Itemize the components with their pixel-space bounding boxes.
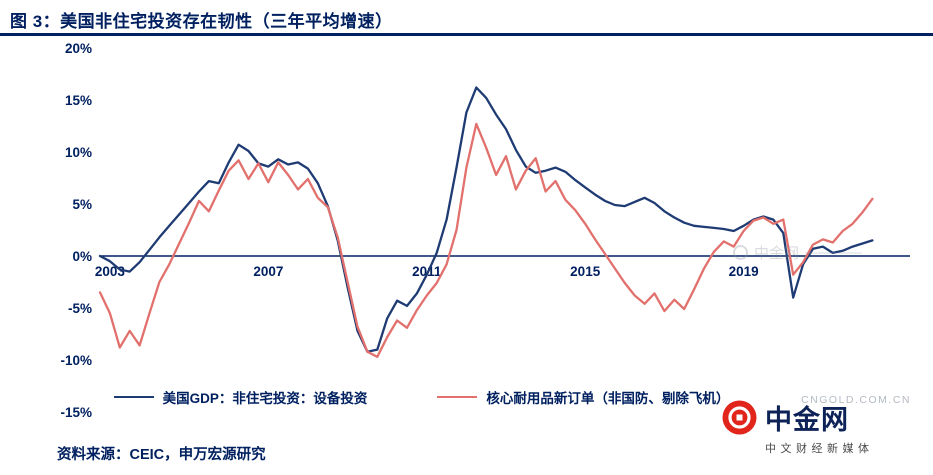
y-tick-label: 5% <box>72 197 92 212</box>
y-tick-label: -10% <box>60 353 92 368</box>
brand-tagline: 中文财经新媒体 <box>765 443 874 455</box>
chart-canvas: 20%15%10%5%0%-5%-10%-15%2003 2007 2011 2015… <box>60 41 910 420</box>
x-tick-label: 2019 <box>729 264 759 279</box>
legend-item-gdp-equipment: 美国GDP：非住宅投资：设备投资 <box>113 387 368 407</box>
coin-square-hole <box>736 414 743 421</box>
legend-line-sample-blue <box>113 396 154 398</box>
brand-coin-icon <box>722 400 757 435</box>
y-tick-label: -15% <box>60 405 92 420</box>
series-line-0 <box>98 86 874 353</box>
y-tick-label: 10% <box>65 145 92 160</box>
legend-label-core-durables: 核心耐用品新订单（非国防、剔除飞机） <box>486 391 730 406</box>
y-tick-label: 0% <box>72 249 92 264</box>
x-tick-label: 2007 <box>253 264 283 279</box>
legend: 美国GDP：非住宅投资：设备投资 核心耐用品新订单（非国防、剔除飞机） <box>0 387 888 407</box>
title-divider <box>0 33 933 36</box>
legend-item-core-durables: 核心耐用品新订单（非国防、剔除飞机） <box>437 387 729 407</box>
coin-ring <box>728 406 751 429</box>
chart-title: 图 3：美国非住宅投资存在韧性（三年平均增速） <box>10 12 393 31</box>
legend-line-sample-red <box>437 396 478 398</box>
series-line-1 <box>98 122 874 359</box>
brand-watermark-block: CNGOLD.COM.CN 中金网 中文财经新媒体 <box>721 394 911 456</box>
y-tick-label: 15% <box>65 93 92 108</box>
y-tick-label: -5% <box>68 301 92 316</box>
brand-name: 中金网 <box>765 405 849 435</box>
brand-row: 中金网 <box>721 398 911 437</box>
brand-url-text: CNGOLD.COM.CN <box>801 394 911 406</box>
legend-label-gdp-equipment: 美国GDP：非住宅投资：设备投资 <box>162 391 368 406</box>
source-note: 资料来源：CEIC，申万宏源研究 <box>57 447 266 463</box>
x-tick-label: 2015 <box>570 264 601 279</box>
y-tick-label: 20% <box>65 41 92 56</box>
x-tick-label: 2003 <box>95 264 126 279</box>
